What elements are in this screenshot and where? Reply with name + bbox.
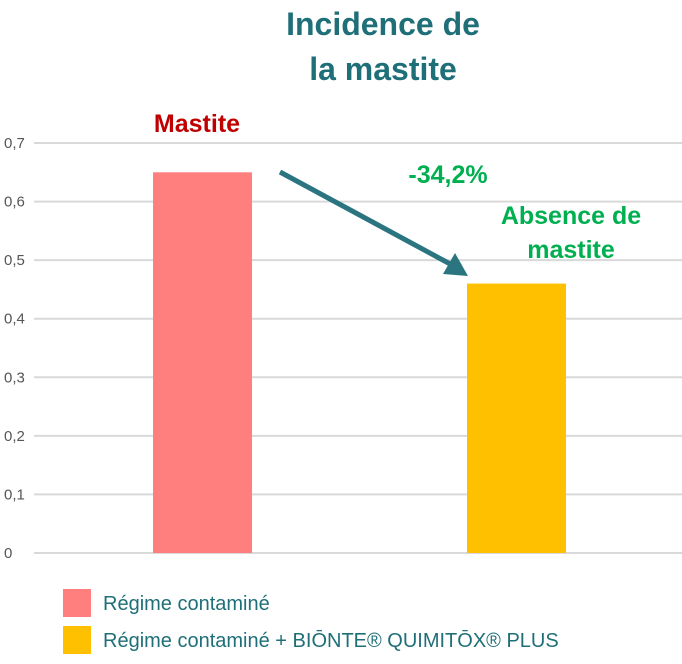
y-tick-label: 0,7	[4, 135, 25, 152]
bar-1	[153, 172, 252, 554]
y-tick-label: 0,3	[4, 369, 25, 386]
y-tick-label: 0,6	[4, 194, 25, 211]
legend-swatch-1	[63, 589, 91, 617]
arrow	[278, 169, 468, 276]
chart-title-line-1: Incidence de	[286, 6, 480, 42]
y-tick-label: 0,5	[4, 252, 25, 269]
y-tick-label: 0,4	[4, 311, 25, 328]
legend-label-2: Régime contaminé + BIŌNTE® QUIMITŌX® PLU…	[103, 629, 559, 652]
annotation-absence-line-2: mastite	[527, 236, 615, 264]
y-tick-label: 0,2	[4, 428, 25, 445]
bar-2	[467, 283, 566, 553]
y-tick-label: 0	[4, 545, 12, 562]
y-tick-label: 0,1	[4, 486, 25, 503]
chart-title-line-2: la mastite	[309, 51, 457, 87]
legend-swatch-2	[63, 626, 91, 654]
annotation-absence-line-1: Absence de	[501, 202, 641, 230]
legend-label-1: Régime contaminé	[103, 593, 270, 615]
annotation-mastite: Mastite	[154, 110, 240, 138]
annotation-change: -34,2%	[408, 161, 487, 189]
